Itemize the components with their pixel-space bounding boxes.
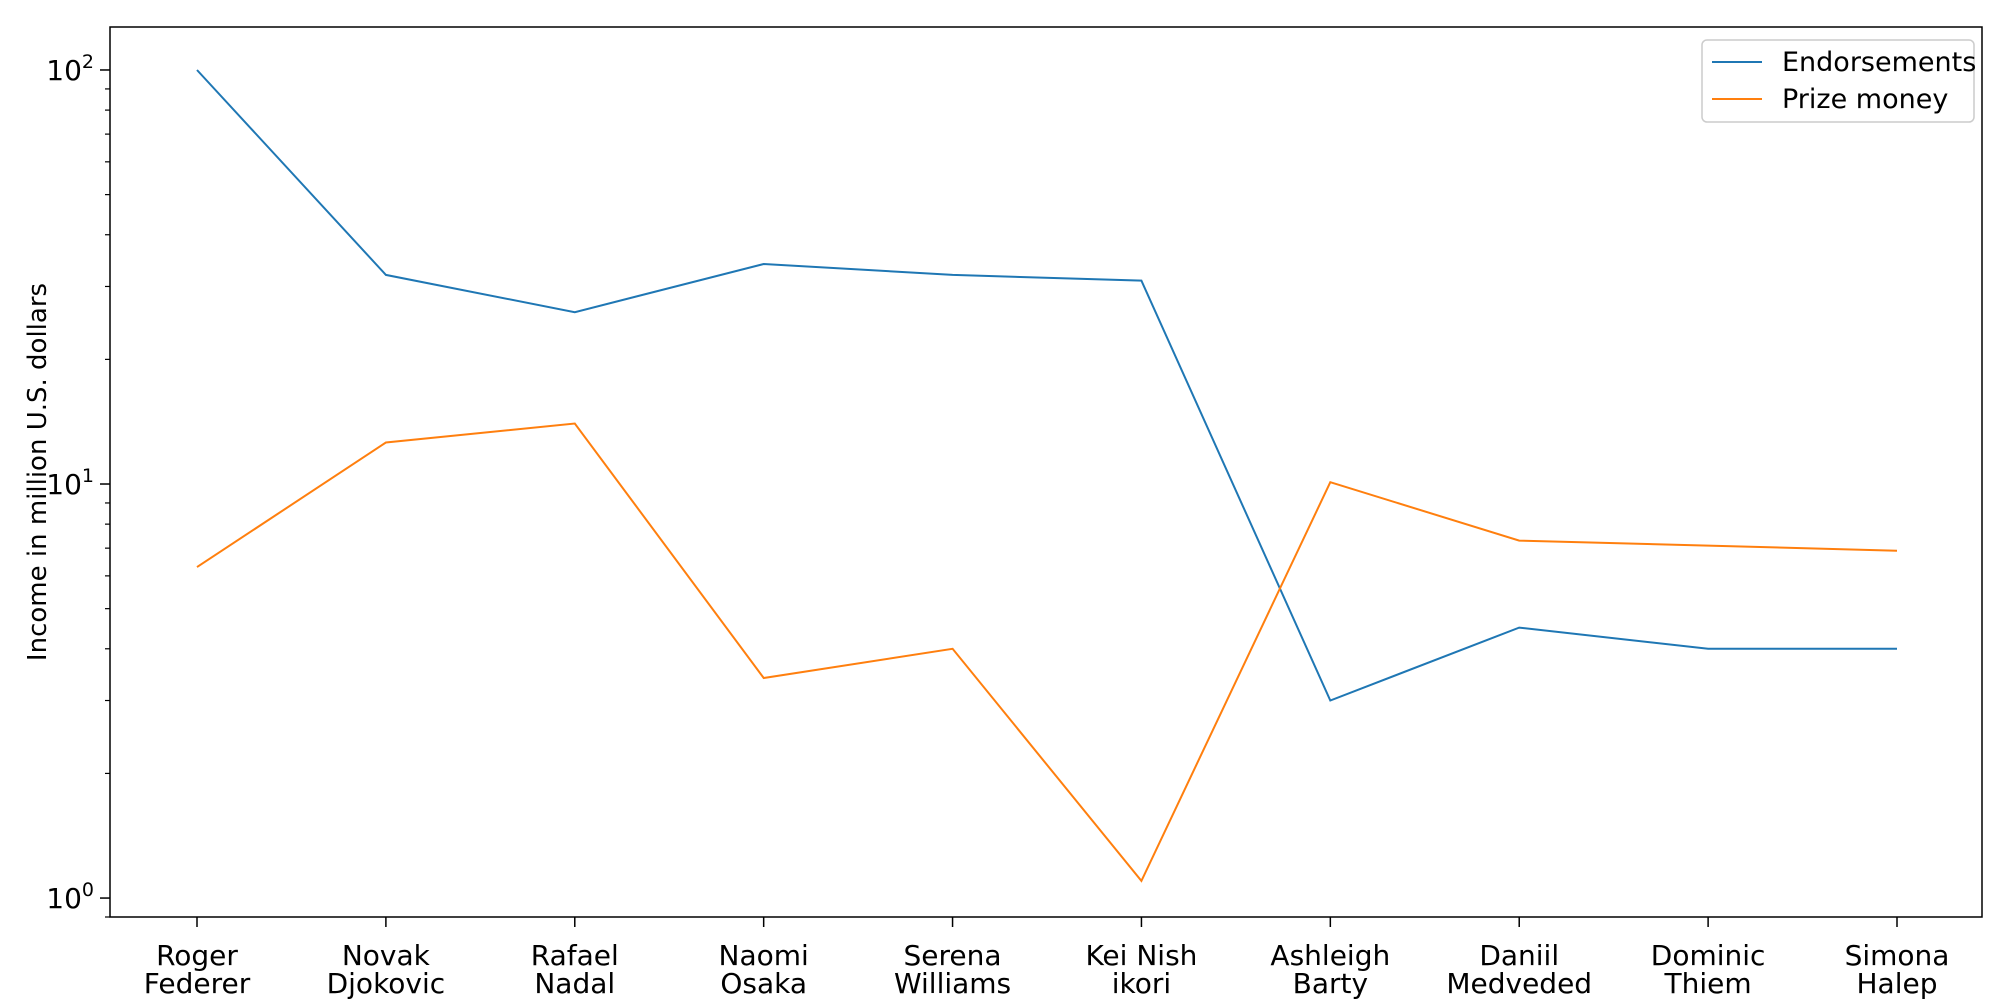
x-tick-label-line: Halep	[1857, 967, 1938, 1000]
y-tick-exponent: 2	[82, 51, 94, 73]
x-tick-label: Daniil Medveded	[1446, 939, 1592, 1000]
x-tick-label-line: Barty	[1293, 967, 1368, 1000]
x-tick-label-line: Simona	[1845, 939, 1950, 972]
y-tick-label: 100	[46, 879, 94, 915]
x-tick-label: Naomi Osaka	[719, 939, 809, 1000]
x-tick-label-line: Daniil	[1479, 939, 1559, 972]
x-tick-label: Roger Federer	[144, 939, 251, 1000]
y-tick-label: 101	[46, 465, 94, 501]
x-axis: Roger Federer Novak Djokovic Rafael Nadal Naom…	[144, 917, 1950, 1000]
x-tick-label-line: Osaka	[720, 967, 807, 1000]
x-tick-label-line: Medveded	[1446, 967, 1592, 1000]
legend-box	[1701, 39, 1975, 123]
x-tick-label-line: Novak	[342, 939, 431, 972]
plot-frame	[109, 26, 1983, 918]
legend-label: Endorsements	[1782, 47, 1976, 78]
legend: Endorsements Prize money	[1701, 39, 1976, 123]
x-tick-label-line: Thiem	[1664, 967, 1752, 1000]
x-tick-label: Serena Williams	[894, 939, 1011, 1000]
x-tick-label-line: Ashleigh	[1270, 939, 1390, 972]
x-tick-label-line: Naomi	[719, 939, 809, 972]
x-tick-label-line: Roger	[156, 939, 238, 972]
x-tick-label-line: Nadal	[534, 967, 615, 1000]
series-line-endorsements	[196, 69, 1897, 702]
series-line-prize-money	[196, 422, 1898, 883]
series-lines	[196, 69, 1898, 883]
x-tick-label: Ashleigh Barty	[1270, 939, 1390, 1000]
x-tick-label-line: Serena	[904, 939, 1002, 972]
x-tick-label-line: Djokovic	[327, 967, 446, 1000]
x-tick-label-line: Dominic	[1651, 939, 1766, 972]
x-tick-label-line: Williams	[894, 967, 1011, 1000]
x-tick-label-line: ikori	[1112, 967, 1171, 1000]
y-tick-base: 10	[46, 882, 82, 915]
x-tick-label: Simona Halep	[1845, 939, 1950, 1000]
y-axis-label: Income in million U.S. dollars	[23, 283, 53, 661]
y-tick-exponent: 1	[82, 465, 94, 487]
y-tick-base: 10	[46, 54, 82, 87]
x-tick-label-line: Kei Nish	[1085, 939, 1197, 972]
y-tick-label: 102	[46, 51, 94, 87]
x-tick-label-line: Federer	[144, 967, 251, 1000]
x-tick-label: Novak Djokovic	[327, 939, 446, 1000]
x-tick-label-line: Rafael	[531, 939, 619, 972]
y-tick-base: 10	[46, 468, 82, 501]
y-tick-exponent: 0	[82, 879, 94, 901]
x-tick-label: Dominic Thiem	[1651, 939, 1766, 1000]
x-tick-label: Rafael Nadal	[531, 939, 619, 1000]
legend-label: Prize money	[1782, 84, 1948, 115]
x-tick-label: Kei Nish ikori	[1085, 939, 1197, 1000]
